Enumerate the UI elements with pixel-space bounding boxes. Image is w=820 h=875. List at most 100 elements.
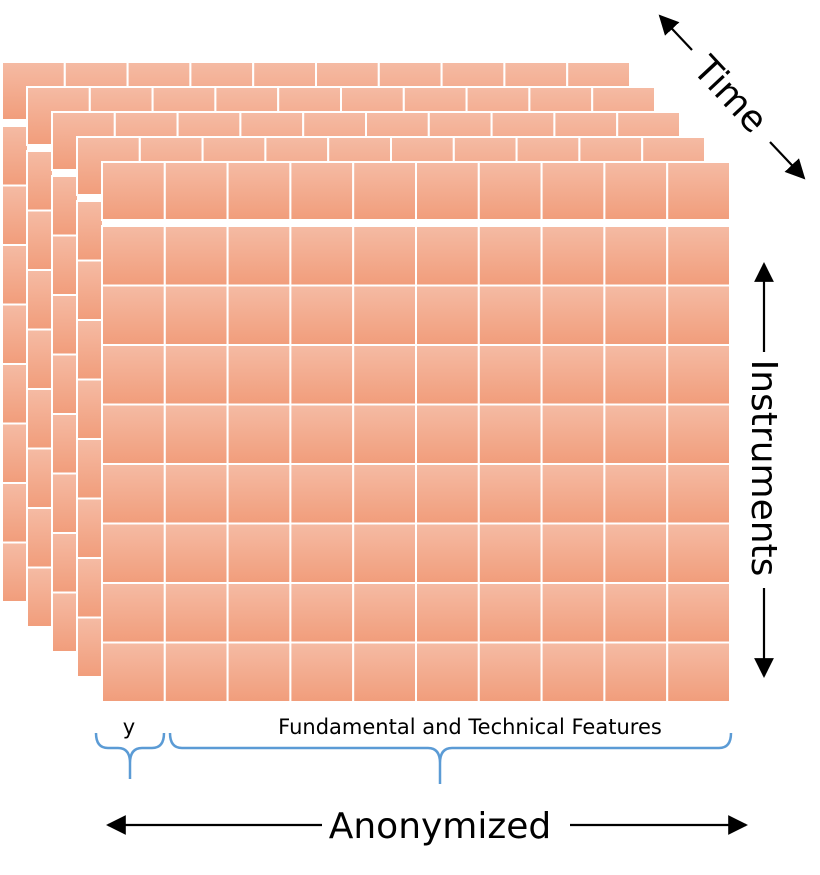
- target-label: y: [123, 715, 135, 739]
- feature-cell: [477, 344, 543, 406]
- feature-cell: [603, 582, 669, 644]
- feature-cell: [226, 522, 292, 584]
- target-cell: [101, 284, 166, 346]
- feature-cell: [352, 641, 418, 703]
- feature-cell: [289, 522, 355, 584]
- target-cell: [101, 641, 166, 703]
- feature-cell: [603, 284, 669, 346]
- time-layer-stack: [1, 61, 732, 703]
- feature-cell: [163, 344, 229, 406]
- feature-cell: [603, 522, 669, 584]
- feature-cell: [226, 344, 292, 406]
- feature-cell: [666, 344, 732, 406]
- time-layer-front: [101, 161, 732, 703]
- feature-cell: [540, 582, 606, 644]
- feature-cell: [352, 344, 418, 406]
- feature-cell: [352, 161, 418, 221]
- feature-cell: [540, 161, 606, 221]
- feature-cell: [477, 284, 543, 346]
- feature-cell: [163, 161, 229, 221]
- feature-cell: [666, 225, 732, 287]
- feature-cell: [477, 403, 543, 465]
- target-cell: [101, 522, 166, 584]
- target-cell: [101, 582, 166, 644]
- feature-cell: [603, 641, 669, 703]
- feature-cell: [226, 582, 292, 644]
- feature-cell: [540, 463, 606, 525]
- target-cell: [101, 225, 166, 287]
- feature-cell: [289, 463, 355, 525]
- feature-cell: [603, 463, 669, 525]
- feature-cell: [226, 403, 292, 465]
- anonymized-label: Anonymized: [329, 806, 552, 847]
- feature-cell: [603, 225, 669, 287]
- feature-cell: [226, 284, 292, 346]
- feature-cell: [415, 161, 480, 221]
- feature-cell: [289, 403, 355, 465]
- feature-cell: [289, 161, 355, 221]
- time-arrow-lower: [769, 141, 806, 180]
- feature-cell: [163, 403, 229, 465]
- feature-cell: [666, 284, 732, 346]
- feature-cell: [415, 463, 480, 525]
- feature-cell: [477, 463, 543, 525]
- anonymized-axis: Anonymized: [106, 806, 748, 847]
- feature-cell: [603, 403, 669, 465]
- feature-cell: [289, 344, 355, 406]
- feature-cell: [603, 161, 669, 221]
- feature-cell: [226, 463, 292, 525]
- feature-cell: [666, 582, 732, 644]
- feature-cell: [163, 641, 229, 703]
- feature-cell: [352, 403, 418, 465]
- feature-cell: [477, 641, 543, 703]
- feature-cell: [666, 161, 732, 221]
- column-braces: y Fundamental and Technical Features: [94, 715, 733, 784]
- feature-cell: [666, 641, 732, 703]
- feature-cell: [352, 463, 418, 525]
- feature-cell: [477, 522, 543, 584]
- feature-cell: [415, 403, 480, 465]
- time-label: Time: [684, 48, 775, 141]
- feature-cell: [666, 522, 732, 584]
- feature-cell: [477, 225, 543, 287]
- feature-cell: [163, 463, 229, 525]
- instruments-axis: Instruments: [743, 262, 784, 678]
- feature-cell: [352, 225, 418, 287]
- feature-cell: [163, 225, 229, 287]
- feature-cell: [352, 582, 418, 644]
- feature-cell: [415, 344, 480, 406]
- feature-cell: [352, 284, 418, 346]
- feature-cell: [477, 582, 543, 644]
- feature-cell: [163, 284, 229, 346]
- feature-cell: [289, 582, 355, 644]
- feature-cell: [289, 284, 355, 346]
- feature-cell: [226, 641, 292, 703]
- target-cell: [101, 344, 166, 406]
- feature-cell: [163, 582, 229, 644]
- feature-cell: [540, 522, 606, 584]
- feature-cell: [415, 284, 480, 346]
- feature-cell: [540, 403, 606, 465]
- feature-cell: [163, 522, 229, 584]
- header-separator: [102, 220, 730, 226]
- feature-cell: [540, 225, 606, 287]
- feature-cell: [603, 344, 669, 406]
- feature-cell: [540, 344, 606, 406]
- target-brace: [94, 732, 166, 779]
- feature-cell: [540, 284, 606, 346]
- target-cell: [101, 463, 166, 525]
- feature-cell: [289, 225, 355, 287]
- features-label: Fundamental and Technical Features: [278, 715, 662, 739]
- feature-cell: [540, 641, 606, 703]
- feature-cell: [226, 161, 292, 221]
- feature-cell: [415, 641, 480, 703]
- feature-cell: [415, 522, 480, 584]
- time-arrow-upper: [658, 14, 693, 51]
- target-cell: [101, 403, 166, 465]
- feature-cell: [415, 582, 480, 644]
- target-cell: [101, 161, 166, 221]
- feature-cell: [666, 463, 732, 525]
- feature-cell: [352, 522, 418, 584]
- feature-cell: [289, 641, 355, 703]
